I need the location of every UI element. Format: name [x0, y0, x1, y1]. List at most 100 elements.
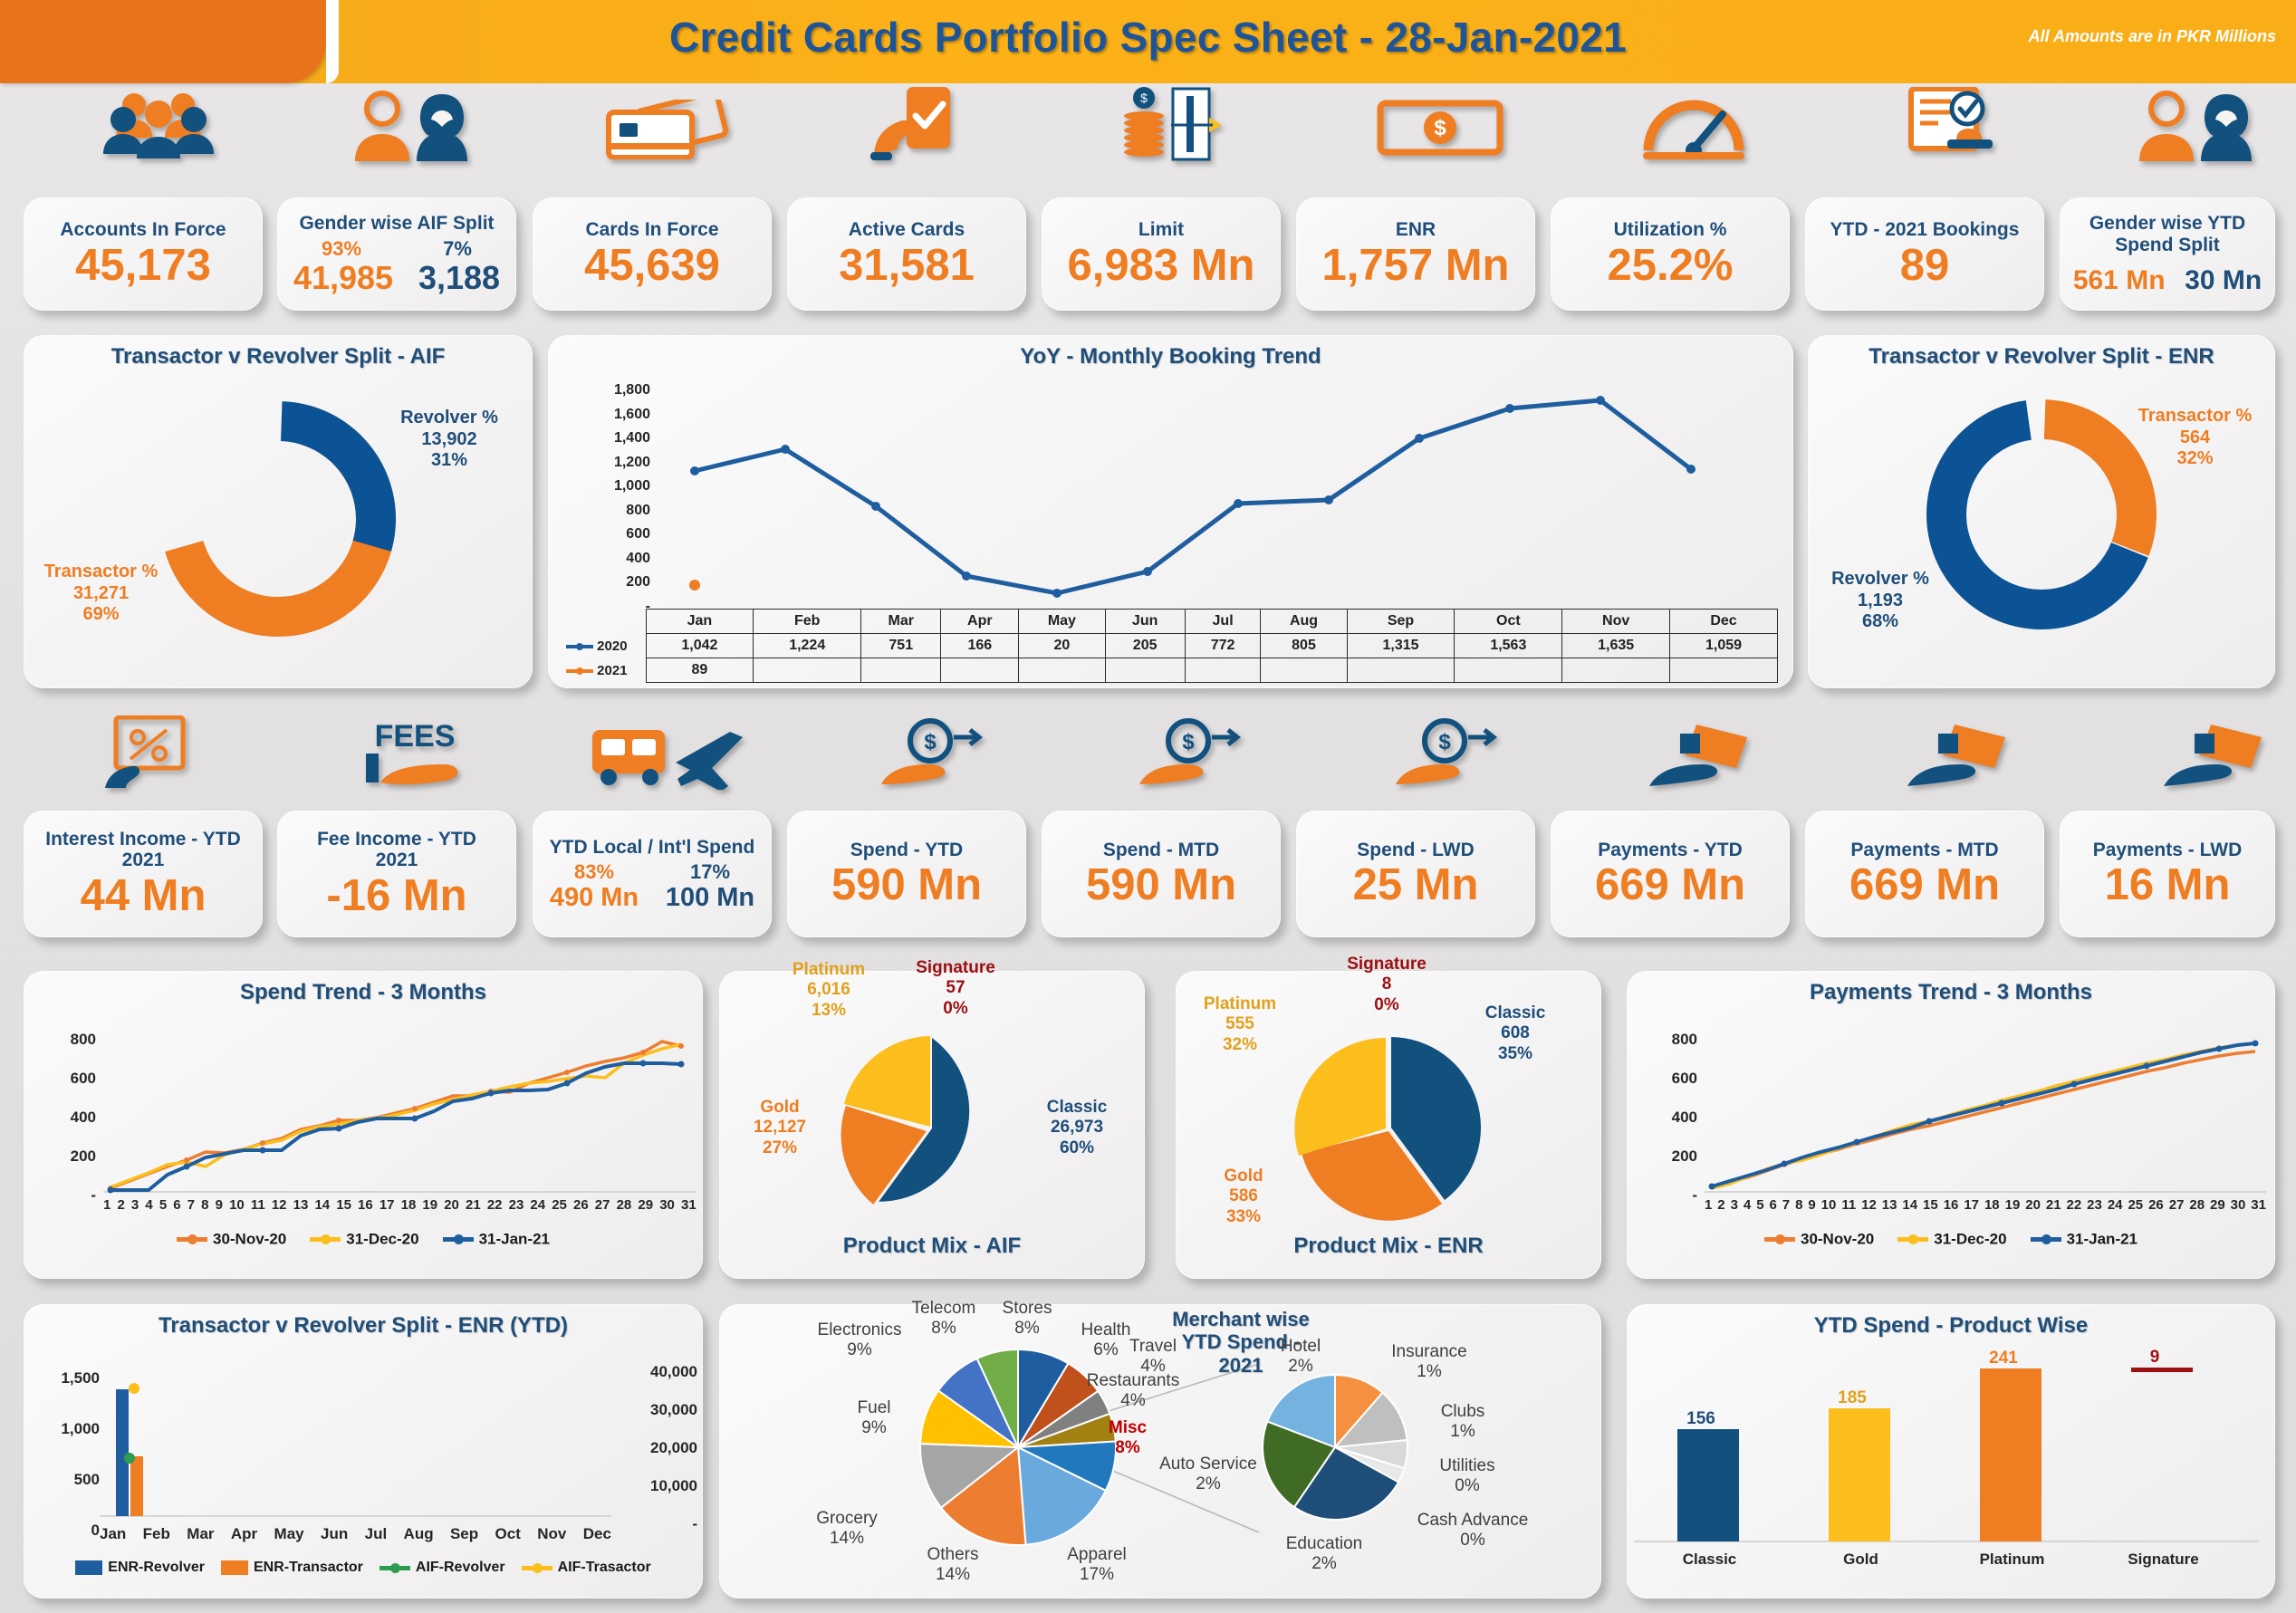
label-value: 608 [1501, 1023, 1530, 1043]
label-pct: 8% [1014, 1319, 1040, 1339]
pie-label-health: Health 6% [1065, 1320, 1147, 1361]
legend-item[interactable]: 31-Jan-21 [442, 1230, 550, 1249]
label-pct: 32% [2176, 448, 2214, 469]
legend-item[interactable]: AIF-Trasactor [521, 1560, 651, 1576]
chart-ytd-spend-product-wise[interactable]: YTD Spend - Product Wise 156 185 241 9 C… [1627, 1304, 2275, 1599]
kpi-title: ENR [1395, 219, 1436, 241]
kpi-pct-right: 17% [689, 860, 731, 884]
label-text: Gold [760, 1098, 800, 1117]
cell: 166 [940, 633, 1020, 658]
kpi-accounts-in-force[interactable]: Accounts In Force 45,173 [24, 197, 263, 311]
label-text: Cash Advance [1417, 1511, 1529, 1530]
y-tick: 400 [1671, 1109, 1697, 1126]
label-text: Classic [1484, 1003, 1546, 1023]
label-text: Restaurants [1086, 1371, 1180, 1390]
legend-item[interactable]: 31-Dec-20 [1897, 1230, 2007, 1249]
legend-label: ENR-Transactor [253, 1560, 363, 1575]
y-axis-ticks: 1,800 1,600 1,400 1,200 1,000 800 600 40… [564, 379, 650, 619]
label-text: Platinum [1203, 994, 1277, 1013]
chart-product-mix-aif[interactable]: Platinum 6,016 13% Signature 57 0% Gold … [719, 958, 1145, 1279]
legend-item[interactable]: ENR-Revolver [75, 1560, 205, 1576]
chart-transactor-revolver-split-enr-ytd[interactable]: Transactor v Revolver Split - ENR (YTD) … [24, 1304, 703, 1599]
kpi-enr[interactable]: ENR 1,757 Mn [1296, 197, 1535, 311]
x-tick: 20 [2025, 1197, 2041, 1213]
y-tick: 800 [626, 502, 650, 518]
kpi-spend-lwd[interactable]: Spend - LWD 25 Mn [1296, 811, 1535, 937]
chart-title: Merchant wise YTD Spend - 2021 [1172, 1308, 1310, 1377]
kpi-payments-mtd[interactable]: Payments - MTD 669 Mn [1805, 811, 2044, 937]
kpi-value: 45,173 [75, 240, 211, 290]
legend-item[interactable]: AIF-Revolver [379, 1560, 505, 1576]
kpi-limit[interactable]: Limit 6,983 Mn [1042, 197, 1281, 311]
pie-label-travel: Travel 4% [1112, 1337, 1194, 1378]
kpi-spend-ytd[interactable]: Spend - YTD 590 Mn [787, 811, 1026, 937]
kpi-cards-in-force[interactable]: Cards In Force 45,639 [533, 197, 772, 311]
yoy-line-plot [689, 396, 1696, 598]
kpi-payments-ytd[interactable]: Payments - YTD 669 Mn [1551, 811, 1790, 937]
chart-transactor-revolver-split-enr[interactable]: Transactor v Revolver Split - ENR Transa… [1808, 335, 2275, 688]
x-tick: 4 [1743, 1197, 1752, 1213]
kpi-title: Interest Income - YTD [45, 828, 241, 850]
kpi-utilization-pct[interactable]: Utilization % 25.2% [1551, 197, 1790, 311]
cell [1260, 658, 1348, 683]
legend-item[interactable]: 31-Jan-21 [2030, 1230, 2137, 1249]
pie-label-platinum: Platinum 555 32% [1181, 994, 1299, 1055]
legend-label: 31-Dec-20 [346, 1230, 419, 1248]
pie-product-mix-enr [1294, 1037, 1482, 1221]
cell: 805 [1260, 633, 1348, 658]
chart-merchant-wise-ytd-spend[interactable]: Telecom 8% Stores 8% Electronics 9% Heal… [719, 1299, 1601, 1599]
chart-spend-trend-3-months[interactable]: Spend Trend - 3 Months 800 600 400 200 - [24, 971, 703, 1279]
label-pct: 0% [1460, 1531, 1485, 1551]
y-tick: 400 [626, 550, 650, 566]
y-tick: 1,800 [613, 382, 650, 398]
kpi-active-cards[interactable]: Active Cards 31,581 [787, 197, 1026, 311]
chart-payments-trend-3-months[interactable]: Payments Trend - 3 Months 800 600 400 20… [1627, 971, 2275, 1279]
legend-item[interactable]: ENR-Transactor [220, 1560, 363, 1576]
label-pct: 27% [762, 1138, 798, 1157]
kpi-gender-wise-aif-split[interactable]: Gender wise AIF Split 93% 7% 41,985 3,18… [277, 197, 516, 311]
legend-item[interactable]: 31-Dec-20 [310, 1230, 419, 1249]
y-tick: 200 [1671, 1147, 1697, 1165]
kpi-fee-income-ytd[interactable]: Fee Income - YTD 2021 -16 Mn [277, 811, 516, 937]
svg-text:$: $ [1182, 730, 1195, 754]
kpi-gender-wise-ytd-spend-split[interactable]: Gender wise YTD Spend Split 561 Mn 30 Mn [2060, 197, 2275, 311]
chart-product-mix-enr[interactable]: Signature 8 0% Platinum 555 32% Classic … [1176, 955, 1601, 1279]
male-female-icon [2119, 91, 2273, 166]
kpi-value: 669 Mn [1594, 860, 1746, 910]
kpi-interest-income-ytd[interactable]: Interest Income - YTD 2021 44 Mn [24, 811, 263, 937]
kpi-payments-lwd[interactable]: Payments - LWD 16 Mn [2060, 811, 2275, 937]
kpi-ytd-2021-bookings[interactable]: YTD - 2021 Bookings 89 [1805, 197, 2044, 311]
label-text: Classic [1046, 1098, 1108, 1117]
kpi-value: 669 Mn [1849, 860, 2001, 910]
x-tick: 17 [1964, 1197, 1980, 1213]
legend-label: 31-Dec-20 [1934, 1230, 2007, 1248]
x-tick: Platinum [1979, 1551, 2045, 1568]
cell: 20 [1018, 633, 1106, 658]
bar-value-signature: 9 [2149, 1348, 2160, 1367]
col-header: Jul [1184, 609, 1262, 634]
x-tick: 20 [444, 1197, 459, 1213]
legend-item[interactable]: 30-Nov-20 [176, 1230, 286, 1249]
x-tick: 1 [1705, 1197, 1713, 1213]
x-tick: 22 [2066, 1197, 2082, 1213]
cell [1018, 658, 1106, 683]
kpi-ytd-local-intl-spend[interactable]: YTD Local / Int'l Spend 83% 17% 490 Mn 1… [533, 811, 772, 937]
chart-yoy-monthly-booking-trend[interactable]: YoY - Monthly Booking Trend 1,800 1,600 … [548, 335, 1793, 688]
chart-transactor-revolver-split-aif[interactable]: Transactor v Revolver Split - AIF Revolv… [24, 335, 533, 688]
label-text: Electronics [817, 1320, 902, 1339]
kpi-title: Limit [1138, 219, 1185, 241]
x-tick: Jan [100, 1525, 127, 1542]
svg-text:FEES: FEES [375, 719, 456, 754]
kpi-spend-mtd[interactable]: Spend - MTD 590 Mn [1042, 811, 1281, 937]
legend-swatch [2030, 1234, 2061, 1245]
pie-label-telecom: Telecom 8% [894, 1299, 994, 1339]
table-row: 2021 89 [564, 658, 1778, 683]
label-pct: 2% [1311, 1554, 1337, 1574]
x-tick: 10 [229, 1197, 245, 1213]
x-tick: 29 [2210, 1197, 2225, 1213]
credit-cards-icon [598, 90, 734, 164]
hand-check-card-icon [860, 87, 969, 166]
legend-item[interactable]: 30-Nov-20 [1763, 1230, 1874, 1249]
label-pct: 2% [1288, 1357, 1313, 1377]
y-axis-left-ticks: 1,500 1,000 500 0 [29, 1353, 100, 1556]
